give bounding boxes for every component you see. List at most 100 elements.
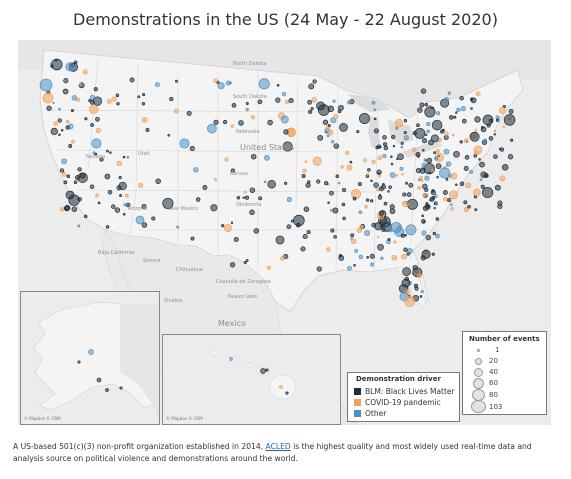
event-marker: [376, 188, 380, 192]
event-marker: [342, 216, 346, 221]
event-marker: [104, 173, 111, 180]
event-marker: [373, 182, 379, 188]
us-demonstrations-map[interactable]: North Dakota South Dakota Nebraska Unite…: [18, 40, 551, 425]
event-marker: [424, 103, 428, 107]
event-marker: [176, 225, 180, 229]
event-marker: [195, 197, 201, 202]
event-marker: [383, 145, 389, 151]
events-legend-row: 40: [463, 368, 548, 378]
event-marker: [455, 111, 458, 114]
event-marker: [436, 111, 441, 116]
event-marker: [399, 166, 404, 171]
event-marker: [432, 231, 436, 236]
event-marker: [417, 185, 422, 190]
event-marker: [233, 237, 239, 242]
event-marker: [223, 120, 228, 125]
event-marker: [106, 98, 112, 104]
event-marker: [265, 368, 269, 372]
event-marker: [431, 119, 443, 131]
demonstration-markers: [39, 58, 516, 307]
events-legend-title: Number of events: [469, 335, 540, 343]
event-marker: [230, 124, 234, 128]
event-marker: [408, 182, 414, 188]
event-marker: [304, 160, 308, 164]
map-label: Sinaloa: [164, 298, 182, 304]
event-marker: [50, 64, 54, 68]
event-marker: [316, 266, 322, 272]
event-marker: [390, 162, 394, 166]
event-marker: [400, 233, 405, 238]
event-marker: [99, 157, 104, 162]
event-marker: [451, 133, 455, 137]
event-marker: [370, 199, 374, 203]
event-marker: [249, 187, 256, 193]
event-marker: [406, 192, 412, 197]
event-marker: [107, 189, 113, 195]
map-label: Arizona: [128, 206, 147, 212]
alaska-inset[interactable]: © Mapbox © OSM: [20, 291, 160, 425]
event-marker: [116, 160, 122, 167]
map-label: Coahuila de Zaragoza: [216, 279, 271, 285]
event-marker: [447, 91, 451, 95]
event-marker: [470, 107, 473, 110]
driver-legend-item-blm[interactable]: BLM: Black Lives Matter: [354, 387, 455, 396]
event-marker: [403, 135, 409, 141]
event-marker: [389, 172, 396, 178]
event-marker: [116, 102, 120, 106]
event-marker: [493, 154, 498, 159]
event-marker: [250, 153, 257, 160]
event-marker: [383, 201, 388, 206]
event-marker: [350, 233, 355, 238]
event-marker: [450, 203, 453, 206]
event-marker: [73, 60, 78, 64]
event-marker: [250, 115, 256, 120]
event-marker: [335, 174, 340, 179]
driver-legend-item-other[interactable]: Other: [354, 409, 386, 418]
driver-legend-label: COVID-19 pandemic: [365, 398, 441, 407]
hawaii-inset[interactable]: © Mapbox © OSM: [162, 334, 341, 425]
event-marker: [83, 214, 88, 219]
driver-legend-item-covid[interactable]: COVID-19 pandemic: [354, 398, 441, 407]
event-marker: [167, 133, 171, 137]
event-marker: [115, 93, 120, 97]
event-marker: [89, 184, 95, 189]
event-marker: [404, 234, 407, 237]
acled-link[interactable]: ACLED: [265, 442, 291, 451]
event-marker: [124, 193, 129, 198]
event-marker: [417, 273, 422, 279]
event-marker: [419, 295, 423, 298]
event-marker: [425, 234, 432, 241]
event-marker: [424, 175, 430, 181]
event-marker: [479, 161, 485, 168]
event-marker: [60, 129, 64, 132]
event-marker: [422, 193, 427, 198]
event-marker: [366, 173, 370, 176]
event-marker: [475, 91, 481, 97]
event-marker: [417, 107, 423, 113]
event-marker: [93, 87, 98, 92]
event-marker: [280, 256, 285, 261]
event-marker: [138, 182, 144, 188]
event-marker: [307, 99, 312, 105]
event-marker: [364, 205, 368, 209]
event-marker: [442, 196, 448, 202]
event-marker: [78, 82, 82, 86]
event-marker: [258, 196, 263, 201]
event-marker: [126, 155, 130, 159]
event-marker: [223, 223, 232, 233]
event-marker: [419, 167, 426, 174]
event-marker: [394, 119, 404, 128]
event-marker: [480, 125, 484, 129]
events-legend-value: 1: [495, 346, 500, 354]
map-label: Oklahoma: [236, 202, 261, 208]
event-marker: [423, 158, 427, 162]
event-marker: [64, 205, 71, 211]
event-marker: [96, 377, 102, 383]
event-marker: [412, 130, 417, 136]
event-marker: [59, 168, 65, 173]
event-marker: [370, 262, 375, 267]
event-marker: [440, 129, 444, 134]
event-marker: [421, 138, 428, 144]
event-marker: [58, 133, 61, 136]
event-marker: [57, 118, 62, 123]
